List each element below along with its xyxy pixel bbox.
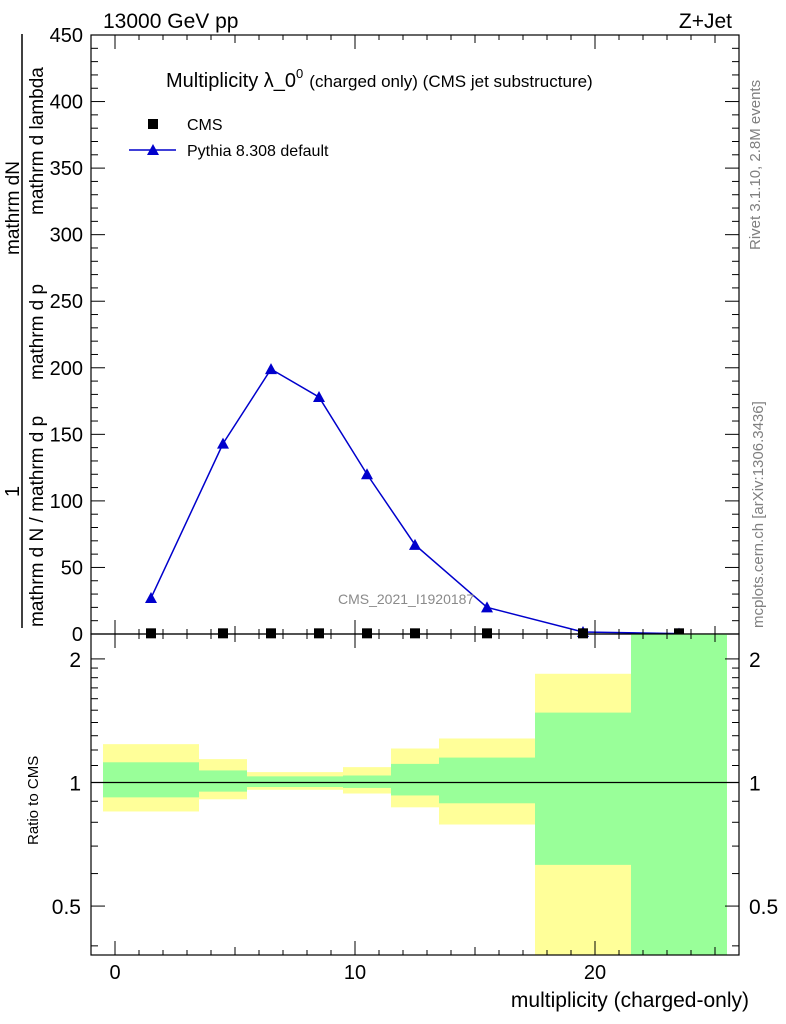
ratio-y-tick-label: 1 (69, 772, 81, 795)
ratio-y-tick-label-right: 0.5 (749, 896, 778, 919)
pythia-point (409, 538, 421, 550)
ylabel-one: 1 (2, 486, 24, 497)
y-tick-label: 450 (50, 25, 83, 47)
legend-cms-label: CMS (187, 117, 223, 134)
ratio-band-inner (631, 634, 727, 955)
ratio-y-tick-label-right: 1 (749, 772, 761, 795)
main-plot-area (145, 363, 685, 639)
cms-point (362, 628, 372, 639)
rivet-label: Rivet 3.1.10, 2.8M events (747, 80, 764, 250)
y-tick-label: 0 (72, 624, 83, 646)
legend-pythia-label: Pythia 8.308 default (187, 143, 329, 160)
pythia-point (361, 468, 373, 480)
ratio-band-inner (535, 712, 631, 865)
chart-title-main: Multiplicity λ_0 (166, 70, 296, 92)
xlabel: multiplicity (charged-only) (511, 989, 749, 1012)
x-tick-label: 10 (344, 962, 366, 984)
ratio-band-inner (391, 763, 439, 796)
pythia-point (481, 601, 493, 613)
ratio-frame (90, 633, 740, 956)
ratio-band-inner (439, 757, 535, 804)
ratio-y-tick-label-right: 2 (749, 649, 761, 672)
ratio-axes: 0.5 0.51 12 20 10 20 (52, 633, 778, 984)
ratio-band-inner (247, 776, 343, 788)
main-ylabel: 1 mathrm d N / mathrm d p mathrm dN math… (2, 34, 48, 628)
chart-title-sup: 0 (296, 66, 303, 81)
cms-point (674, 628, 684, 639)
y-tick-label: 150 (50, 424, 83, 446)
pythia-point (145, 592, 157, 604)
y-tick-label: 300 (50, 225, 83, 247)
y-tick-label: 250 (50, 291, 83, 313)
y-tick-label: 50 (61, 557, 83, 579)
ylabel-tail: mathrm d lambda (27, 67, 48, 215)
cms-point (146, 628, 156, 639)
cms-point (218, 628, 228, 639)
ratio-band-inner (103, 762, 199, 798)
main-axes: 0 50 100 150 200 250 300 350 400 450 (50, 25, 740, 646)
ratio-ylabel: Ratio to CMS (25, 756, 42, 845)
cms-point (266, 628, 276, 639)
pythia-point (313, 391, 325, 403)
ylabel-den: mathrm d N / mathrm d p (27, 416, 48, 627)
y-tick-label: 350 (50, 158, 83, 180)
ylabel-num: mathrm dN (3, 161, 24, 255)
legend-cms-marker (148, 119, 158, 129)
pythia-point (217, 437, 229, 449)
x-tick-label: 20 (584, 962, 606, 984)
y-tick-label: 100 (50, 491, 83, 513)
energy-label: 13000 GeV pp (103, 10, 238, 33)
ylabel-frac-text: mathrm d p (27, 284, 48, 380)
cms-point (482, 628, 492, 639)
cms-point (314, 628, 324, 639)
x-tick-label: 0 (109, 962, 120, 984)
pythia-point (265, 363, 277, 375)
legend-pythia-marker (147, 144, 159, 155)
ratio-plot-area (91, 634, 739, 955)
y-tick-label: 400 (50, 92, 83, 114)
mcplots-label: mcplots.cern.ch [arXiv:1306.3436] (750, 401, 767, 628)
cms-point (410, 628, 420, 639)
ylabel-den-text: mathrm d N / mathrm d p (27, 416, 48, 627)
legend: CMS Pythia 8.308 default (129, 117, 329, 160)
process-label: Z+Jet (679, 10, 732, 33)
y-tick-label: 200 (50, 358, 83, 380)
ratio-band-inner (343, 775, 391, 788)
cms-point (578, 628, 588, 639)
ylabel-frac: mathrm d p (27, 284, 48, 380)
chart-title: Multiplicity λ_00 (charged only) (CMS jet… (166, 66, 593, 92)
ylabel-tail-text: mathrm d lambda (27, 67, 48, 215)
ratio-y-tick-label: 0.5 (52, 896, 81, 919)
ratio-band-inner (199, 770, 247, 792)
chart-title-suffix: (charged only) (CMS jet substructure) (309, 72, 592, 91)
ratio-y-tick-label: 2 (69, 649, 81, 672)
analysis-watermark: CMS_2021_I1920187 (338, 591, 474, 607)
